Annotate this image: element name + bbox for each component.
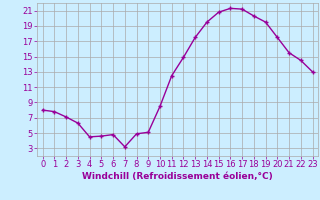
X-axis label: Windchill (Refroidissement éolien,°C): Windchill (Refroidissement éolien,°C)	[82, 172, 273, 181]
